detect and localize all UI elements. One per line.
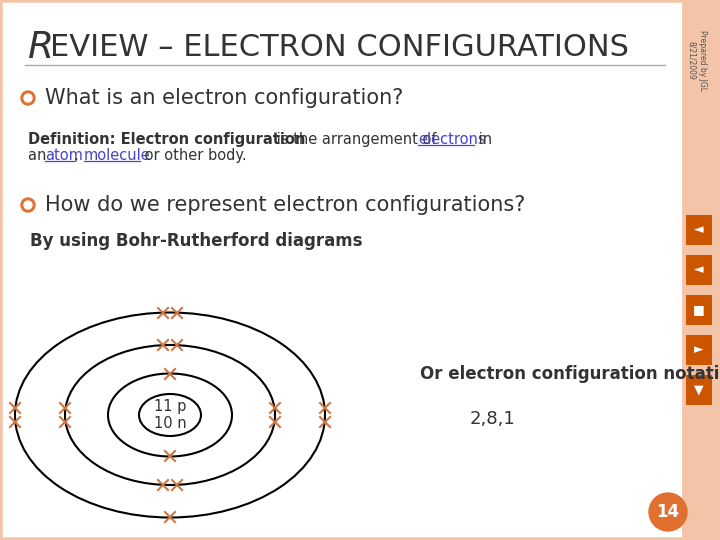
Bar — [686, 375, 712, 405]
Text: How do we represent electron configurations?: How do we represent electron configurati… — [45, 195, 526, 215]
Text: electrons: electrons — [418, 132, 485, 147]
Text: an: an — [28, 148, 51, 163]
Text: EVIEW – ELECTRON CONFIGURATIONS: EVIEW – ELECTRON CONFIGURATIONS — [50, 33, 629, 63]
Text: molecule: molecule — [84, 148, 150, 163]
Text: 11 p
10 n: 11 p 10 n — [153, 399, 186, 431]
Circle shape — [21, 91, 35, 105]
Bar — [686, 335, 712, 365]
Text: ■: ■ — [693, 303, 705, 316]
Text: ►: ► — [694, 343, 704, 356]
Bar — [686, 215, 712, 245]
Text: 14: 14 — [657, 503, 680, 521]
Text: or other body.: or other body. — [140, 148, 247, 163]
Text: atom: atom — [45, 148, 83, 163]
Bar — [686, 295, 712, 325]
Text: ,: , — [74, 148, 84, 163]
Text: Or electron configuration notation: Or electron configuration notation — [420, 365, 720, 383]
Bar — [686, 255, 712, 285]
Text: ◄: ◄ — [694, 224, 704, 237]
Text: R: R — [28, 30, 54, 66]
Text: What is an electron configuration?: What is an electron configuration? — [45, 88, 403, 108]
Text: ▼: ▼ — [694, 383, 704, 396]
Text: 2,8,1: 2,8,1 — [470, 410, 516, 428]
Circle shape — [24, 201, 32, 209]
Text: ◄: ◄ — [694, 264, 704, 276]
Circle shape — [24, 94, 32, 102]
Text: Prepared by JGL
8/21/2009: Prepared by JGL 8/21/2009 — [688, 30, 707, 91]
Text: in: in — [474, 132, 492, 147]
Text: By using Bohr-Rutherford diagrams: By using Bohr-Rutherford diagrams — [30, 232, 362, 250]
Text: Definition: Electron configuration: Definition: Electron configuration — [28, 132, 305, 147]
Circle shape — [649, 493, 687, 531]
Text: is the arrangement of: is the arrangement of — [272, 132, 441, 147]
Bar — [683, 0, 720, 540]
Circle shape — [21, 198, 35, 212]
